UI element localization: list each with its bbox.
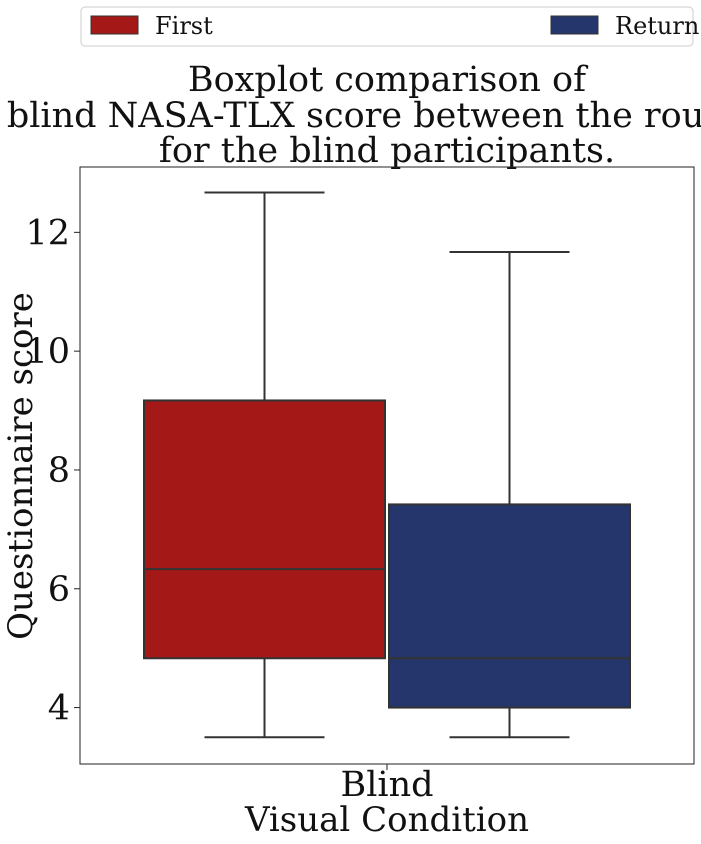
- y-axis-label: Questionnaire score: [1, 292, 41, 640]
- legend-label-first: First: [155, 12, 213, 40]
- y-tick-label: 4: [48, 689, 70, 729]
- y-axis: 4 6 8 10 12: [25, 213, 80, 729]
- box-iqr: [143, 399, 386, 660]
- y-tick-label: 12: [25, 213, 70, 253]
- chart-title: Boxplot comparison of blind NASA-TLX sco…: [7, 60, 701, 171]
- y-tick-label: 10: [25, 332, 70, 372]
- legend-swatch-return: [550, 15, 599, 35]
- box-return: [388, 250, 631, 739]
- legend-frame: [80, 6, 694, 47]
- legend: First Return: [80, 6, 699, 47]
- box-first: [143, 191, 386, 739]
- title-line-2: blind NASA-TLX score between the rounds: [7, 96, 701, 136]
- box-series: [143, 191, 631, 739]
- title-line-1: Boxplot comparison of: [188, 60, 589, 100]
- legend-label-return: Return: [615, 12, 699, 40]
- y-tick-label: 6: [48, 570, 70, 610]
- title-line-3: for the blind participants.: [159, 131, 615, 171]
- x-axis-label: Visual Condition: [244, 800, 529, 840]
- box-iqr: [388, 503, 631, 709]
- legend-swatch-first: [90, 15, 139, 35]
- x-axis: Blind: [340, 764, 434, 805]
- y-tick-label: 8: [48, 451, 70, 491]
- x-tick-label-blind: Blind: [340, 765, 433, 805]
